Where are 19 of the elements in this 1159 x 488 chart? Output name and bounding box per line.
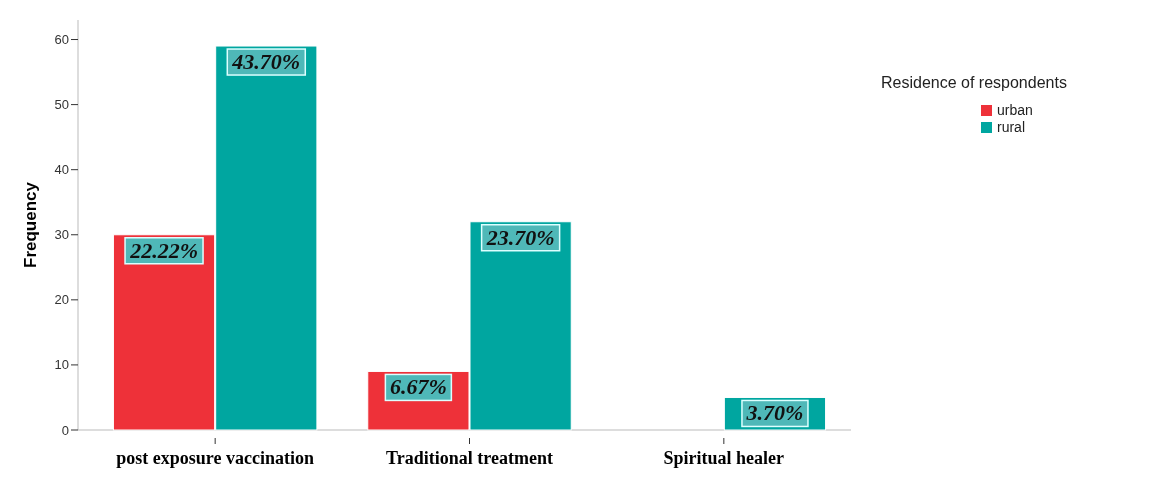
x-tick-label: Spiritual healer [663, 448, 785, 468]
annotation: 6.67% [389, 374, 447, 400]
legend-label: rural [997, 119, 1026, 135]
y-tick-label: 0 [61, 422, 69, 438]
y-tick-label: 60 [54, 32, 69, 48]
x-tick-label: post exposure vaccination [116, 448, 315, 468]
y-tick-label: 50 [54, 97, 69, 113]
annotation: 43.70% [231, 49, 301, 75]
y-tick-label: 40 [54, 162, 69, 178]
y-tick-label: 30 [54, 227, 69, 243]
x-tick-label: Traditional treatment [386, 448, 553, 468]
legend-title: Residence of respondents [881, 74, 1067, 91]
y-tick-label: 20 [54, 292, 69, 308]
annotation: 23.70% [485, 224, 555, 250]
y-axis-title: Frequency [21, 181, 40, 268]
y-tick-label: 10 [54, 357, 69, 373]
legend-label: urban [997, 102, 1033, 118]
annotation: 3.70% [745, 400, 804, 426]
annotation: 22.22% [129, 237, 198, 263]
